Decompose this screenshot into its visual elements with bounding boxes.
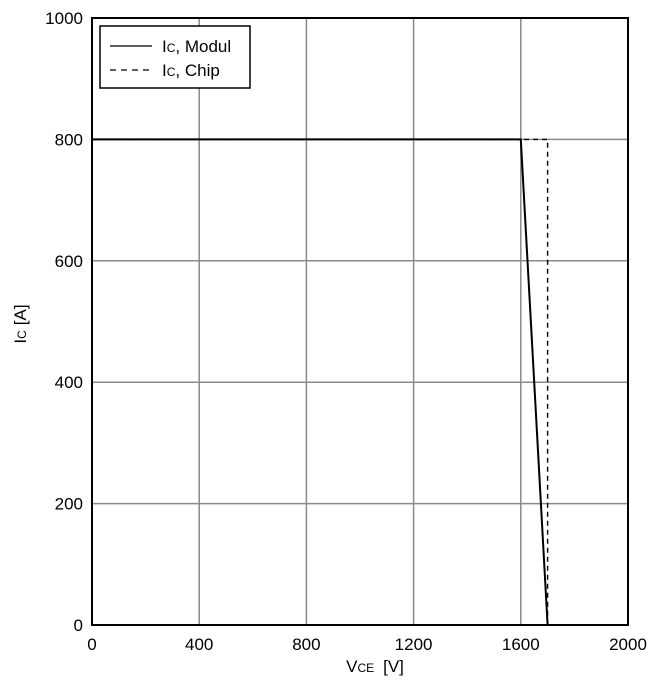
legend-label-chip: IC, Chip xyxy=(162,61,220,80)
x-tick-label: 0 xyxy=(87,635,96,654)
x-axis-label: VCE [V] xyxy=(346,657,404,676)
legend-modul-sub: C xyxy=(167,41,176,55)
x-tick-labels: 0 400 800 1200 1600 2000 xyxy=(87,635,647,654)
y-tick-labels: 0 200 400 600 800 1000 xyxy=(45,9,83,635)
y-tick-label: 200 xyxy=(55,495,83,514)
x-tick-label: 1200 xyxy=(395,635,433,654)
y-axis-label-main: I xyxy=(11,339,30,344)
legend-box xyxy=(99,25,251,89)
x-axis-label-unit: [V] xyxy=(383,657,404,676)
series-lines xyxy=(92,138,549,626)
x-tick-label: 400 xyxy=(185,635,213,654)
y-tick-label: 0 xyxy=(74,616,83,635)
legend-label-modul: IC, Modul xyxy=(162,37,231,56)
legend-modul-rest: , Modul xyxy=(175,37,231,56)
legend-chip-sub: C xyxy=(167,65,176,79)
y-axis-label: IC [A] xyxy=(11,304,30,343)
x-axis-label-main: V xyxy=(346,657,358,676)
series-line-modul xyxy=(92,138,549,626)
x-axis-label-sub: CE xyxy=(357,661,374,675)
y-tick-label: 600 xyxy=(55,252,83,271)
legend: IC, Modul IC, Chip xyxy=(99,25,251,89)
x-tick-label: 800 xyxy=(292,635,320,654)
grid-lines xyxy=(92,18,628,625)
y-axis-label-unit: [A] xyxy=(11,304,30,325)
y-tick-label: 1000 xyxy=(45,9,83,28)
legend-chip-rest: , Chip xyxy=(175,61,219,80)
plot-frame xyxy=(91,17,629,626)
y-axis-label-sub: C xyxy=(15,330,29,339)
legend-chip-main: I xyxy=(162,61,167,80)
legend-modul-main: I xyxy=(162,37,167,56)
y-tick-label: 400 xyxy=(55,373,83,392)
x-tick-label: 2000 xyxy=(609,635,647,654)
y-tick-label: 800 xyxy=(55,130,83,149)
x-tick-label: 1600 xyxy=(502,635,540,654)
